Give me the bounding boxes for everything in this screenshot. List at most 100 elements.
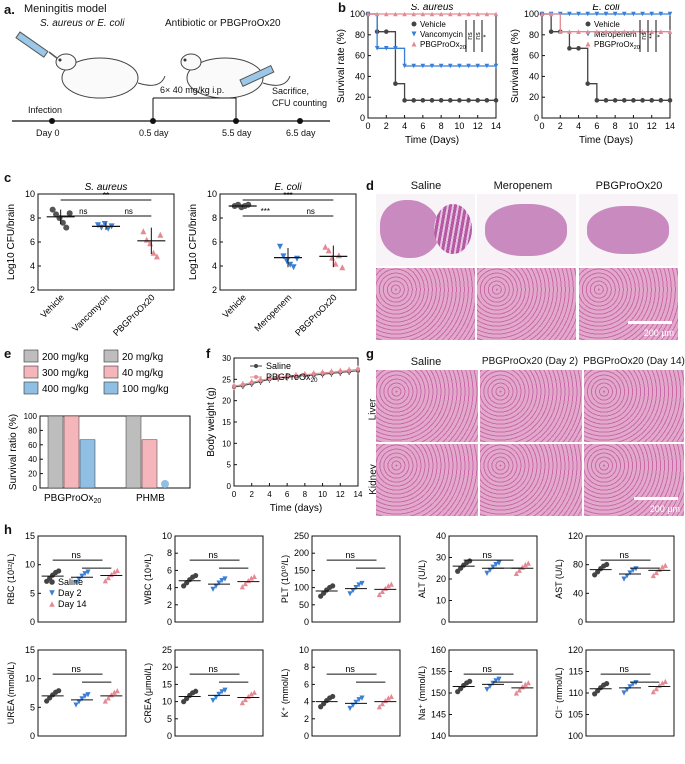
y-tick-label: 0	[578, 617, 583, 627]
y-tick-label: 15	[25, 645, 35, 655]
y-tick-label: 10	[25, 189, 35, 199]
sig-label: **	[649, 33, 656, 39]
legend-swatch	[103, 349, 119, 363]
data-point	[585, 29, 591, 34]
data-point	[322, 243, 329, 250]
legend-label: Vehicle	[420, 20, 446, 29]
y-tick-label: 160	[431, 645, 446, 655]
data-point	[277, 243, 283, 250]
data-point	[438, 11, 444, 17]
legend-marker	[254, 375, 258, 379]
x-tick-label: 12	[473, 121, 483, 131]
y-tick-label: 10	[299, 645, 309, 655]
day-0-label: Day 0	[36, 128, 60, 138]
data-point	[105, 695, 111, 701]
y-tick-label: 105	[568, 710, 583, 720]
data-point	[411, 63, 417, 69]
data-point	[59, 219, 66, 226]
data-point	[621, 29, 627, 34]
data-point	[276, 375, 281, 380]
y-tick-label: 0	[360, 113, 365, 123]
legend-marker	[49, 579, 55, 585]
x-tick-label: 14	[491, 121, 501, 131]
mouse-icon	[180, 53, 291, 99]
brain-slice-saline	[376, 194, 475, 266]
legend-label: Day 14	[58, 599, 87, 609]
data-point	[79, 573, 85, 579]
g-col-day14: PBGProOx20 (Day 14)	[583, 356, 685, 367]
data-point	[267, 376, 272, 381]
d-col-meropenem: Meropenem	[493, 180, 553, 192]
sig-label: *	[483, 34, 490, 37]
data-point	[294, 255, 300, 262]
x-tick-label: 4	[402, 121, 407, 131]
x-tick-label: 12	[647, 121, 657, 131]
data-point	[114, 688, 120, 694]
data-point	[420, 98, 426, 103]
y-tick-label: 15	[162, 679, 172, 689]
data-point	[143, 236, 150, 243]
liver-saline	[376, 370, 478, 442]
category-label: PBGProOx20	[111, 292, 157, 338]
x-axis-label: Time (Days)	[579, 135, 633, 146]
data-point	[388, 693, 394, 700]
data-point	[493, 562, 499, 568]
x-tick-label: 14	[354, 490, 363, 499]
chart-title: E. coli	[274, 182, 302, 193]
data-point	[213, 583, 219, 589]
data-point	[630, 681, 636, 687]
data-point	[594, 98, 600, 103]
y-tick-label: 140	[431, 731, 446, 741]
y-tick-label: 150	[294, 565, 309, 575]
y-tick-label: 10	[162, 697, 172, 707]
y-tick-label: 10	[25, 674, 35, 684]
y-tick-label: 20	[355, 92, 365, 102]
data-point	[650, 689, 656, 695]
y-tick-label: 100	[294, 583, 309, 593]
data-point	[210, 586, 216, 592]
data-point	[330, 693, 336, 700]
legend-label: PBGProOx20	[420, 40, 466, 51]
data-point	[604, 561, 610, 568]
cfu-chart-s-aureus: 2 4 6 8 10 Log10 CFU/brain S. aureus Vehicle Van…	[6, 182, 175, 338]
data-point	[76, 699, 82, 705]
plot-frame	[174, 535, 264, 623]
y-tick-label: 30	[222, 354, 231, 363]
data-point	[496, 676, 502, 682]
data-point	[487, 683, 493, 690]
data-point	[516, 687, 522, 693]
y-tick-label: 80	[355, 30, 365, 40]
category-label: Vehicle	[38, 292, 66, 320]
sig-label: ns	[345, 550, 355, 560]
y-tick-label: 2	[30, 285, 35, 295]
data-point	[347, 591, 353, 597]
legend-swatch	[23, 349, 39, 363]
y-tick-label: 6	[167, 565, 172, 575]
data-point	[631, 11, 636, 17]
sig-label: ns	[641, 32, 648, 40]
panel-h-letter: h	[4, 522, 12, 537]
legend-swatch	[103, 381, 119, 395]
y-axis-label: K⁺ (mmol/L)	[280, 669, 290, 718]
kidney-day14: 200 μm	[584, 444, 684, 516]
category-label: Vancomycin	[70, 292, 111, 333]
data-point	[576, 11, 581, 17]
panel-f-letter: f	[206, 346, 211, 361]
x-tick-label: 12	[336, 490, 345, 499]
data-point	[603, 98, 609, 103]
data-point	[640, 98, 645, 103]
y-tick-label: 80	[28, 426, 37, 435]
survival-ratio-bar-chart: 200 mg/kg 20 mg/kg 300 mg/kg 40 mg/kg 400 mg…	[8, 349, 191, 505]
data-point	[393, 81, 398, 86]
day-6.5-label: 6.5 day	[286, 128, 316, 138]
data-point	[594, 11, 600, 17]
data-point	[603, 29, 609, 34]
data-point	[484, 570, 490, 577]
x-tick-label: 4	[267, 490, 272, 499]
data-point	[385, 583, 391, 589]
data-point	[63, 224, 70, 231]
data-point	[49, 206, 56, 213]
bar	[125, 415, 142, 489]
data-point	[487, 567, 493, 573]
data-point	[447, 11, 453, 17]
